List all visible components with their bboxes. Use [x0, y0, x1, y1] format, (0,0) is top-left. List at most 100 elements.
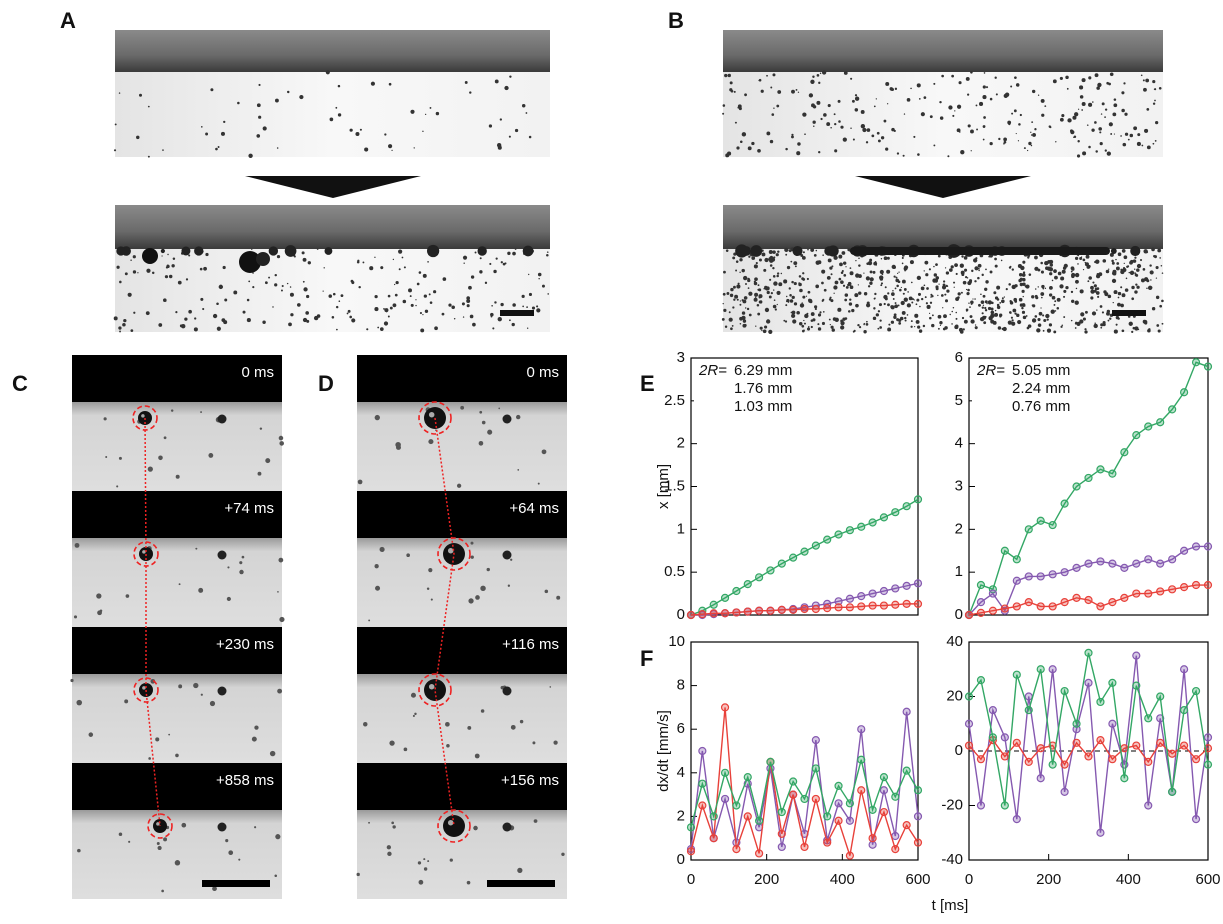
particle: [1091, 128, 1095, 132]
particle: [1111, 278, 1117, 284]
marker: [913, 838, 923, 847]
particle: [813, 125, 815, 127]
particle: [502, 414, 512, 424]
particle: [532, 741, 536, 745]
particle: [223, 320, 228, 325]
particle: [974, 324, 977, 326]
particle: [164, 275, 169, 279]
y-tick-label: 3: [677, 349, 685, 366]
particle: [886, 103, 889, 105]
particle: [822, 298, 825, 301]
particle: [1011, 112, 1014, 115]
particle: [925, 302, 928, 305]
particle: [1137, 133, 1141, 137]
particle: [976, 128, 978, 131]
particle: [375, 585, 381, 591]
particle: [463, 262, 465, 264]
particle: [901, 262, 904, 265]
particle: [803, 322, 806, 325]
particle: [982, 125, 986, 128]
particle: [729, 88, 733, 92]
particle: [878, 303, 882, 307]
particle: [299, 94, 304, 100]
marker: [857, 786, 866, 795]
particle: [130, 259, 132, 262]
particle: [479, 270, 483, 274]
particle: [968, 302, 970, 304]
particle: [1128, 321, 1133, 326]
marker: [1084, 559, 1093, 568]
particle: [517, 469, 520, 471]
particle: [906, 97, 911, 102]
particle: [424, 113, 427, 115]
marker: [1168, 749, 1177, 758]
particle: [1154, 88, 1157, 91]
particle: [1087, 264, 1091, 268]
particle: [1082, 317, 1086, 321]
particle: [939, 321, 943, 325]
particle: [872, 316, 877, 321]
particle: [96, 593, 102, 599]
particle: [119, 280, 122, 284]
legend-entry: 0.76 mm: [1012, 398, 1070, 415]
particle: [466, 880, 471, 885]
bubble: [268, 246, 279, 256]
marker: [823, 535, 832, 544]
particle: [147, 105, 150, 108]
particle: [849, 267, 852, 270]
particle: [1011, 321, 1016, 326]
particle: [1030, 134, 1033, 136]
marker: [766, 606, 775, 615]
particle: [1106, 309, 1111, 314]
particle: [289, 292, 294, 297]
particle: [942, 280, 946, 283]
particle: [786, 295, 788, 298]
particle: [741, 132, 747, 137]
particle: [419, 311, 423, 315]
particle: [766, 74, 768, 77]
particle: [935, 276, 940, 280]
particle: [212, 313, 218, 319]
particle: [994, 264, 998, 268]
particle: [801, 329, 805, 333]
panel-label: F: [640, 646, 653, 671]
particle: [1123, 255, 1128, 260]
marker: [1156, 559, 1165, 568]
particle: [1095, 150, 1098, 153]
particle: [1076, 154, 1081, 158]
particle: [1141, 144, 1144, 147]
particle: [473, 825, 478, 831]
series-line: [968, 738, 1209, 767]
particle: [97, 610, 102, 616]
particle: [188, 309, 192, 314]
trajectory: [434, 417, 455, 827]
particle: [1100, 326, 1103, 329]
particle: [938, 283, 940, 285]
marker: [1108, 719, 1117, 728]
marker: [902, 502, 911, 511]
particle: [118, 832, 123, 837]
particle: [969, 306, 971, 308]
particle: [1049, 263, 1054, 267]
particle: [869, 277, 874, 282]
particle: [840, 319, 844, 323]
y-tick-label: 4: [677, 764, 685, 781]
particle: [946, 289, 950, 293]
marker: [811, 735, 820, 745]
particle: [356, 260, 360, 264]
particle: [954, 263, 958, 267]
particle: [967, 288, 970, 292]
particle: [1140, 74, 1143, 77]
particle: [256, 103, 261, 108]
particle: [174, 860, 181, 866]
particle: [1076, 321, 1081, 326]
particle: [887, 327, 892, 332]
particle: [802, 251, 805, 254]
particle: [116, 485, 119, 488]
particle: [954, 324, 959, 329]
particle: [737, 282, 740, 285]
particle: [1094, 287, 1098, 291]
particle: [302, 317, 308, 323]
particle: [275, 834, 281, 840]
